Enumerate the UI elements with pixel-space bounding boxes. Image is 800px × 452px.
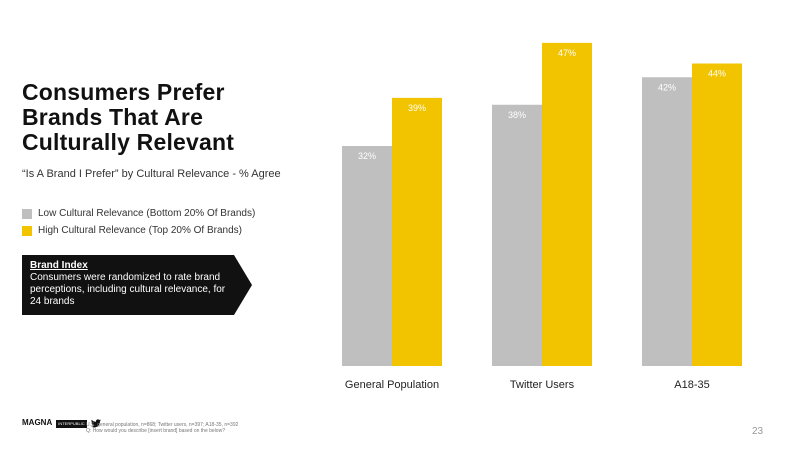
x-tick-label-0: General Population xyxy=(345,379,439,391)
callout-text: Consumers were randomized to rate brand … xyxy=(30,272,226,307)
bar-high-2 xyxy=(692,63,742,366)
slide-title: Consumers Prefer Brands That Are Cultura… xyxy=(22,80,322,155)
footnote-line-2: Q: How would you describe [insert brand]… xyxy=(86,428,225,434)
legend-label-high: High Cultural Relevance (Top 20% Of Bran… xyxy=(38,225,242,236)
callout-heading: Brand Index xyxy=(30,260,88,271)
bar-low-2 xyxy=(642,77,692,366)
page-number: 23 xyxy=(752,426,764,437)
brand-index-callout: Brand Index Consumers were randomized to… xyxy=(22,255,234,315)
legend-swatch-high xyxy=(22,225,32,236)
footnote-line-1: U.S. general population, n=868; Twitter … xyxy=(86,422,239,428)
title-line-3: Culturally Relevant xyxy=(22,129,235,155)
bar-value-label-low-0: 32% xyxy=(358,151,376,161)
legend-item-low: Low Cultural Relevance (Bottom 20% Of Br… xyxy=(22,206,255,221)
bar-value-label-high-2: 44% xyxy=(708,69,726,79)
chart-subtitle: “Is A Brand I Prefer” by Cultural Releva… xyxy=(22,168,281,180)
bar-low-0 xyxy=(342,146,392,366)
footnote: U.S. general population, n=868; Twitter … xyxy=(86,422,238,434)
title-line-1: Consumers Prefer xyxy=(22,79,225,105)
bar-value-label-low-1: 38% xyxy=(508,110,526,120)
twitter-bird-icon xyxy=(90,419,101,428)
bar-value-label-high-1: 47% xyxy=(558,48,576,58)
callout-arrow xyxy=(234,255,252,315)
bar-high-1 xyxy=(542,42,592,366)
bar-low-1 xyxy=(492,104,542,366)
bar-high-0 xyxy=(392,97,442,366)
x-tick-label-1: Twitter Users xyxy=(510,379,575,391)
title-line-2: Brands That Are xyxy=(22,104,204,130)
interpublic-logo: INTERPUBLIC xyxy=(56,420,87,428)
magna-logo: MAGNA xyxy=(22,418,53,427)
x-tick-label-2: A18-35 xyxy=(674,379,709,391)
bar-value-label-high-0: 39% xyxy=(408,103,426,113)
legend-label-low: Low Cultural Relevance (Bottom 20% Of Br… xyxy=(38,208,256,219)
chart-legend: Low Cultural Relevance (Bottom 20% Of Br… xyxy=(22,206,255,240)
footer-logos: MAGNA INTERPUBLIC xyxy=(22,418,101,440)
legend-swatch-low xyxy=(22,208,32,219)
legend-item-high: High Cultural Relevance (Top 20% Of Bran… xyxy=(22,223,255,238)
bar-value-label-low-2: 42% xyxy=(658,82,676,92)
